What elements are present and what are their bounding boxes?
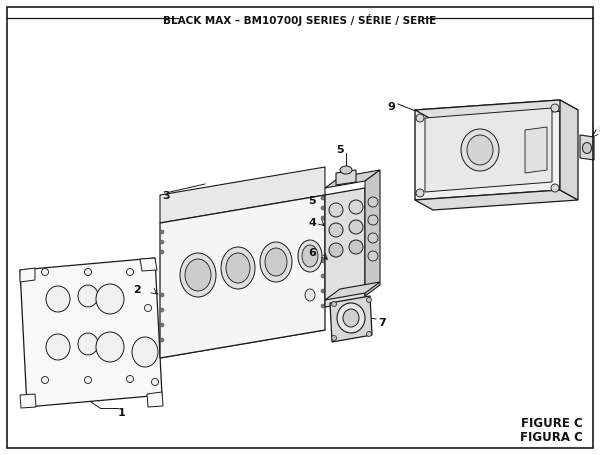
- Text: 2: 2: [133, 285, 141, 295]
- Ellipse shape: [160, 338, 164, 342]
- Ellipse shape: [127, 375, 133, 383]
- Ellipse shape: [321, 259, 325, 263]
- Polygon shape: [147, 392, 163, 407]
- Ellipse shape: [321, 289, 325, 293]
- Ellipse shape: [78, 333, 98, 355]
- Polygon shape: [365, 170, 380, 296]
- Ellipse shape: [331, 335, 337, 340]
- Polygon shape: [415, 190, 578, 210]
- Ellipse shape: [132, 337, 158, 367]
- Ellipse shape: [96, 332, 124, 362]
- Text: 1: 1: [118, 408, 126, 418]
- Polygon shape: [20, 258, 162, 407]
- Ellipse shape: [180, 253, 216, 297]
- Ellipse shape: [46, 334, 70, 360]
- Ellipse shape: [343, 309, 359, 327]
- Polygon shape: [325, 188, 365, 307]
- Ellipse shape: [349, 220, 363, 234]
- Ellipse shape: [41, 268, 49, 275]
- Polygon shape: [325, 170, 380, 188]
- Ellipse shape: [367, 298, 371, 303]
- Ellipse shape: [329, 203, 343, 217]
- Polygon shape: [20, 268, 35, 282]
- Ellipse shape: [85, 376, 91, 384]
- Text: FIGURE C: FIGURE C: [521, 417, 583, 430]
- Ellipse shape: [160, 250, 164, 254]
- Ellipse shape: [78, 285, 98, 307]
- Text: 4: 4: [308, 218, 316, 228]
- Ellipse shape: [368, 233, 378, 243]
- Ellipse shape: [368, 197, 378, 207]
- Polygon shape: [160, 195, 325, 358]
- Ellipse shape: [160, 230, 164, 234]
- Ellipse shape: [127, 268, 133, 275]
- Ellipse shape: [368, 215, 378, 225]
- Ellipse shape: [340, 166, 352, 174]
- Ellipse shape: [85, 268, 91, 275]
- Ellipse shape: [226, 253, 250, 283]
- Ellipse shape: [461, 129, 499, 171]
- Text: 5: 5: [308, 196, 316, 206]
- Ellipse shape: [151, 379, 158, 385]
- Ellipse shape: [329, 223, 343, 237]
- Ellipse shape: [160, 240, 164, 244]
- Text: BLACK MAX – BM10700J SERIES / SÉRIE / SERIE: BLACK MAX – BM10700J SERIES / SÉRIE / SE…: [163, 14, 437, 26]
- Text: 5: 5: [336, 145, 344, 155]
- Ellipse shape: [368, 251, 378, 261]
- Ellipse shape: [305, 289, 315, 301]
- Ellipse shape: [416, 114, 424, 122]
- Ellipse shape: [349, 200, 363, 214]
- Ellipse shape: [41, 376, 49, 384]
- Ellipse shape: [551, 184, 559, 192]
- Polygon shape: [580, 135, 594, 160]
- Polygon shape: [425, 108, 552, 192]
- Polygon shape: [160, 167, 325, 223]
- Ellipse shape: [349, 240, 363, 254]
- Ellipse shape: [321, 304, 325, 308]
- Ellipse shape: [337, 303, 365, 333]
- Ellipse shape: [321, 206, 325, 210]
- Ellipse shape: [551, 104, 559, 112]
- Text: 6: 6: [308, 248, 316, 258]
- Text: 9: 9: [387, 102, 395, 112]
- Text: FIGURA C: FIGURA C: [520, 431, 583, 444]
- Ellipse shape: [367, 332, 371, 337]
- Polygon shape: [325, 282, 380, 300]
- Ellipse shape: [583, 142, 592, 153]
- Ellipse shape: [160, 308, 164, 312]
- Text: 7: 7: [378, 318, 386, 328]
- Polygon shape: [560, 100, 578, 200]
- Text: 3: 3: [162, 191, 170, 201]
- Ellipse shape: [160, 323, 164, 327]
- Ellipse shape: [221, 247, 255, 289]
- Polygon shape: [415, 100, 578, 120]
- Ellipse shape: [302, 245, 318, 267]
- Ellipse shape: [160, 293, 164, 297]
- Ellipse shape: [298, 240, 322, 272]
- Ellipse shape: [329, 243, 343, 257]
- Ellipse shape: [321, 216, 325, 220]
- Ellipse shape: [96, 284, 124, 314]
- Polygon shape: [330, 296, 372, 342]
- Polygon shape: [525, 127, 547, 173]
- Ellipse shape: [185, 259, 211, 291]
- Ellipse shape: [467, 135, 493, 165]
- Ellipse shape: [145, 304, 151, 312]
- Ellipse shape: [260, 242, 292, 282]
- Polygon shape: [20, 394, 36, 408]
- Text: 8: 8: [598, 125, 600, 135]
- Ellipse shape: [321, 196, 325, 200]
- Polygon shape: [140, 258, 157, 271]
- Polygon shape: [415, 100, 560, 200]
- Ellipse shape: [321, 274, 325, 278]
- Polygon shape: [336, 170, 356, 185]
- Ellipse shape: [265, 248, 287, 276]
- Ellipse shape: [416, 189, 424, 197]
- Ellipse shape: [331, 302, 337, 307]
- Ellipse shape: [46, 286, 70, 312]
